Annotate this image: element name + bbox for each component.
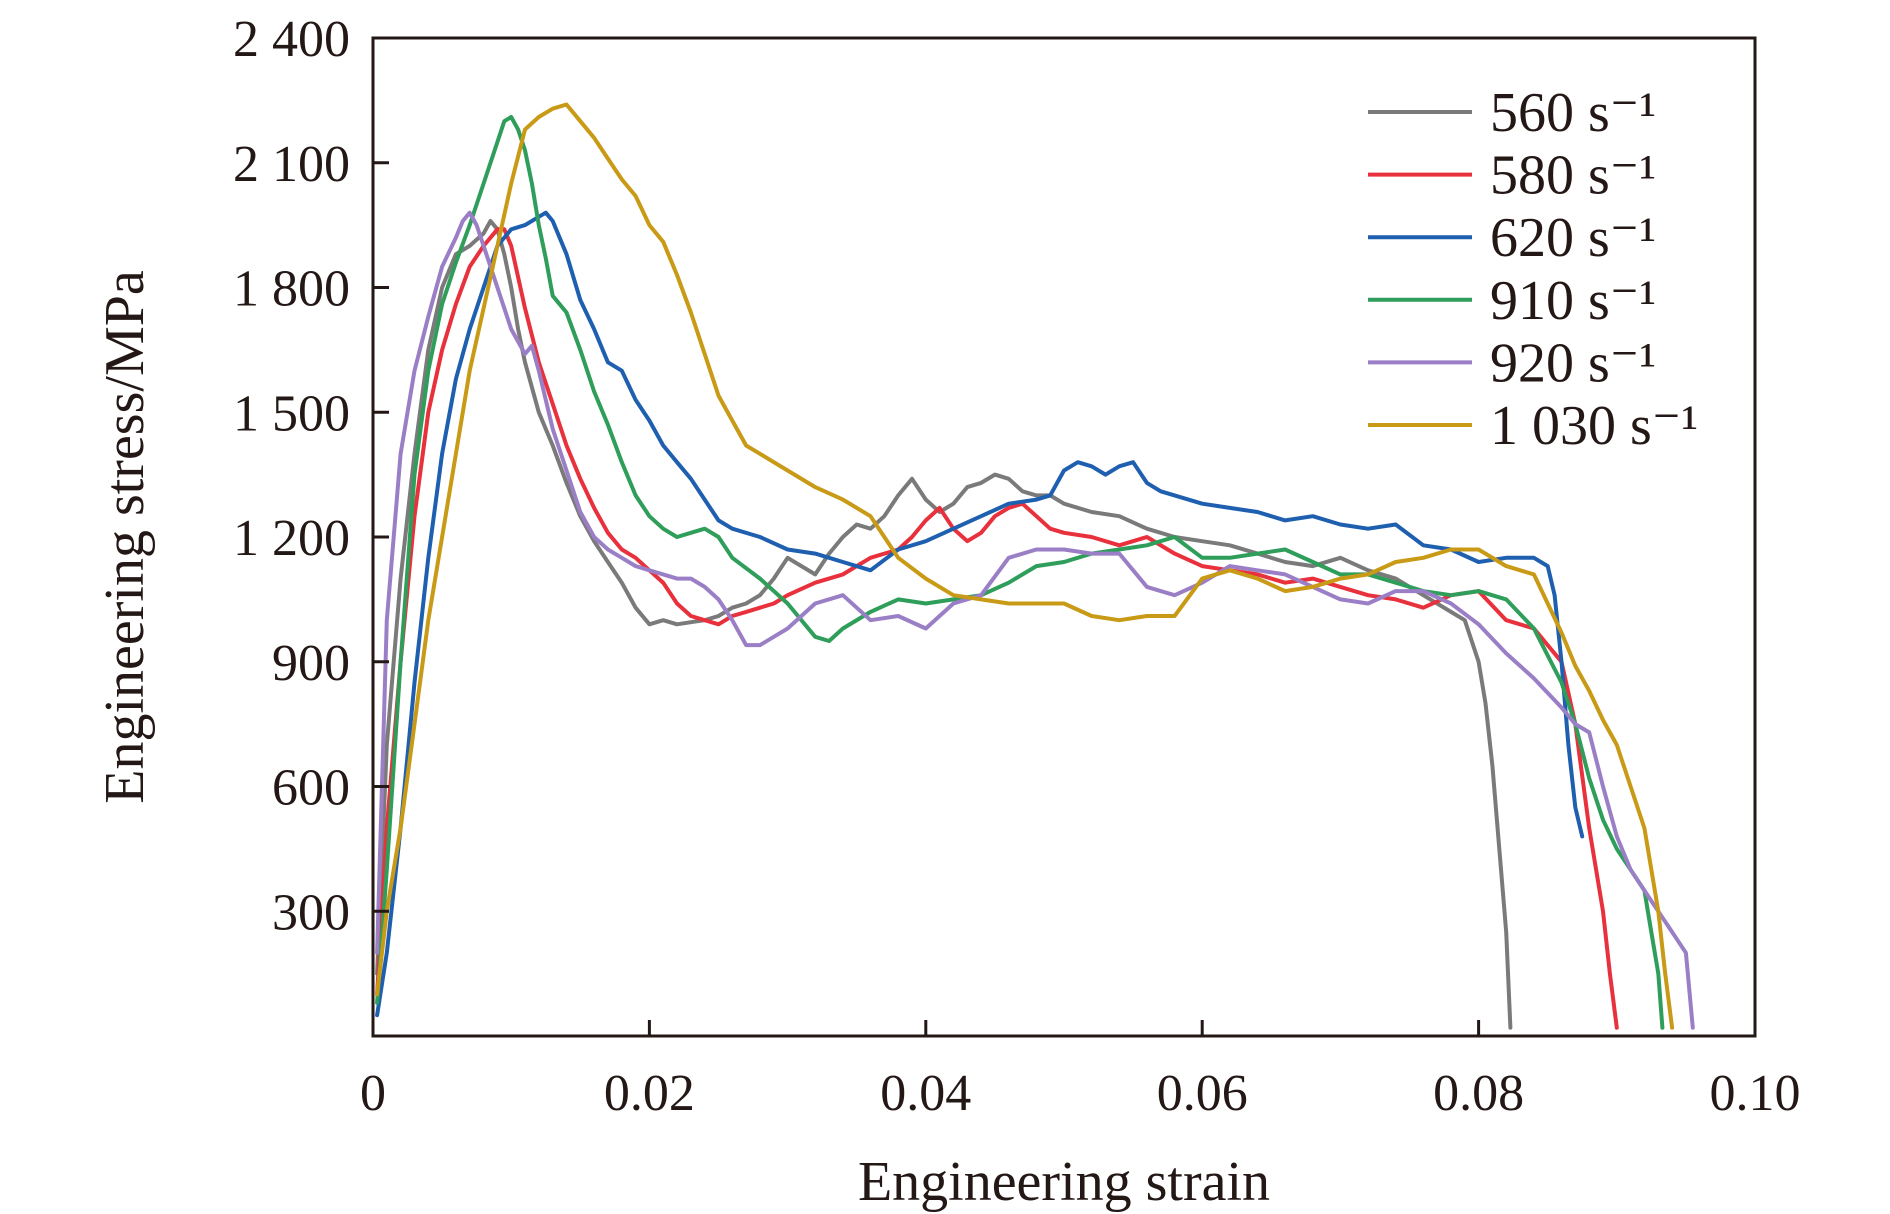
y-tick-label: 900 [272, 635, 350, 692]
x-tick-label: 0.10 [1710, 1065, 1801, 1122]
x-axis: 0 0.02 0.04 0.06 0.08 0.10 [360, 1020, 1801, 1122]
x-axis-title: Engineering strain [858, 1151, 1270, 1213]
x-tick-label: 0.02 [604, 1065, 695, 1122]
legend-label-2: 620 s⁻¹ [1490, 207, 1656, 269]
x-tick-label: 0 [360, 1065, 386, 1122]
series-line-2 [375, 210, 1585, 1018]
legend-label-1: 580 s⁻¹ [1490, 145, 1656, 207]
series-layer [375, 102, 1695, 1030]
legend-label-4: 920 s⁻¹ [1490, 332, 1656, 394]
y-tick-label: 2 400 [233, 11, 350, 68]
series-line-4 [375, 210, 1695, 1030]
series-line-1 [375, 227, 1619, 1030]
y-axis: 300 600 900 1 200 1 500 1 800 2 100 2 400 [233, 11, 389, 941]
y-tick-label: 1 500 [233, 385, 350, 442]
x-tick-label: 0.04 [880, 1065, 971, 1122]
legend-label-0: 560 s⁻¹ [1490, 82, 1656, 144]
series-line-0 [375, 219, 1513, 1030]
series-line-5 [375, 102, 1675, 1030]
y-tick-label: 600 [272, 760, 350, 817]
y-tick-label: 300 [272, 884, 350, 941]
x-tick-label: 0.08 [1433, 1065, 1524, 1122]
y-tick-label: 1 200 [233, 510, 350, 567]
y-axis-title: Engineering stress/MPa [94, 270, 156, 804]
y-tick-label: 2 100 [233, 136, 350, 193]
legend-label-5: 1 030 s⁻¹ [1490, 395, 1698, 457]
y-tick-label: 1 800 [233, 261, 350, 318]
legend-label-3: 910 s⁻¹ [1490, 270, 1656, 332]
series-line-3 [375, 115, 1665, 1030]
x-tick-label: 0.06 [1157, 1065, 1248, 1122]
